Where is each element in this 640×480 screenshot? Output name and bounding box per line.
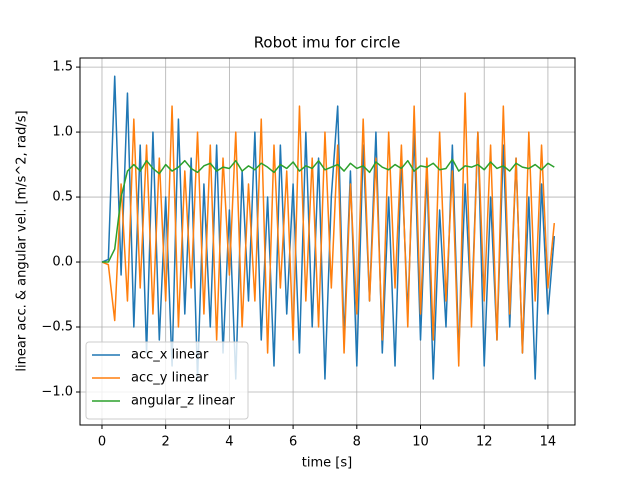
x-tick-label: 0 (98, 435, 106, 450)
x-tick-label: 4 (225, 435, 233, 450)
series-line (101, 92, 556, 367)
x-axis-label: time [s] (302, 456, 352, 471)
legend-box (85, 341, 249, 420)
y-tick-label: 1.0 (52, 125, 73, 140)
y-tick-label: −0.5 (41, 320, 73, 335)
y-tick-label: 0.5 (52, 190, 73, 205)
y-tick-label: 0.0 (52, 255, 73, 270)
x-tick-label: 12 (476, 435, 493, 450)
x-tick-label: 8 (353, 435, 361, 450)
legend-label: angular_z linear (131, 394, 236, 409)
x-tick-label: 10 (412, 435, 429, 450)
series-line (101, 158, 555, 263)
x-tick-label: 6 (289, 435, 297, 450)
x-tick-label: 14 (540, 435, 557, 450)
y-tick-label: 1.5 (52, 60, 73, 75)
legend-label: acc_y linear (131, 371, 209, 386)
legend-label: acc_x linear (131, 348, 209, 363)
x-tick-label: 2 (162, 435, 170, 450)
chart-title: Robot imu for circle (254, 34, 401, 52)
y-axis-label: linear acc. & angular vel. [m/s^2, rad/s… (15, 110, 30, 371)
y-tick-label: −1.0 (41, 384, 73, 399)
plot-frame (79, 57, 576, 426)
